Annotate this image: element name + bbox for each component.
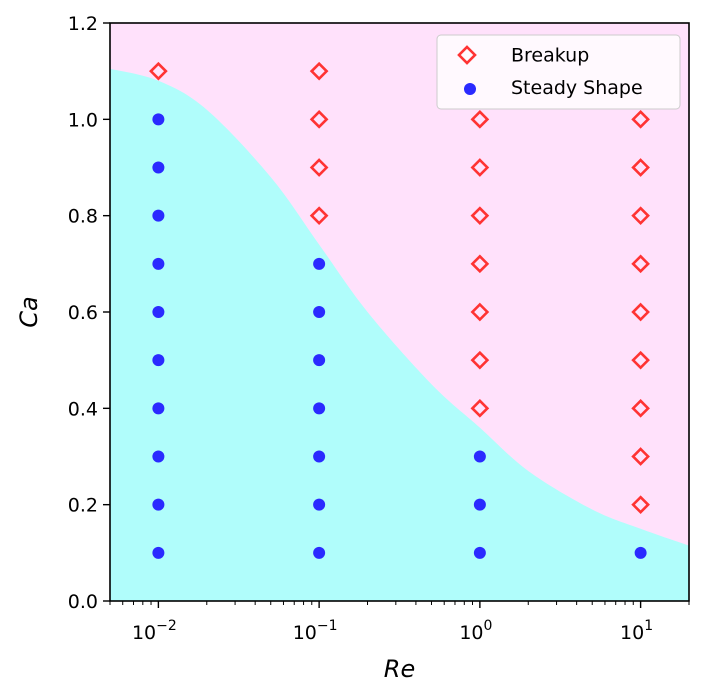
steady-shape-point — [152, 209, 165, 222]
y-tick-label: 0.2 — [68, 495, 98, 517]
breakup-point — [631, 109, 650, 129]
steady-shape-point — [152, 498, 165, 511]
data-points — [149, 61, 650, 559]
breakup-point — [470, 254, 490, 274]
steady-shape-point — [152, 161, 165, 174]
x-tick-label: 100 — [459, 618, 492, 644]
steady-shape-point — [313, 354, 326, 367]
breakup-point — [631, 447, 650, 466]
steady-shape-region — [110, 68, 689, 601]
steady-shape-point — [473, 546, 486, 559]
steady-shape-point — [152, 546, 165, 559]
breakup-point — [631, 206, 650, 226]
breakup-point — [470, 109, 490, 129]
breakup-point — [470, 350, 490, 370]
legend-breakup-marker — [457, 45, 477, 65]
legend-steady-label: Steady Shape — [511, 77, 643, 99]
steady-shape-point — [313, 498, 326, 511]
steady-shape-point — [634, 546, 647, 559]
steady-shape-point — [313, 402, 326, 415]
plot-frame — [109, 22, 690, 602]
steady-shape-point — [313, 257, 326, 270]
x-tick-label: 101 — [620, 618, 653, 644]
breakup-point — [631, 158, 650, 177]
y-tick-label: 0.4 — [68, 398, 98, 420]
legend: Breakup Steady Shape — [436, 34, 681, 110]
y-axis-label: Ca — [15, 296, 43, 327]
steady-shape-point — [313, 450, 326, 463]
steady-shape-point — [152, 113, 165, 126]
steady-shape-point — [313, 306, 326, 318]
breakup-point — [631, 302, 650, 322]
steady-shape-point — [152, 306, 165, 318]
breakup-point — [470, 158, 490, 177]
steady-shape-point — [473, 498, 486, 511]
y-tick-label: 1.2 — [68, 13, 98, 35]
plot-area — [110, 23, 689, 601]
x-tick-label: 10−1 — [293, 618, 338, 644]
breakup-point — [470, 398, 490, 418]
x-axis-label: Re — [384, 655, 415, 683]
y-tick-label: 1.0 — [68, 109, 98, 131]
legend-box — [436, 34, 681, 110]
steady-shape-point — [473, 450, 486, 463]
steady-shape-point — [313, 546, 326, 559]
breakup-point — [309, 158, 329, 177]
breakup-point — [470, 206, 490, 226]
breakup-point — [149, 61, 168, 81]
breakup-point — [309, 61, 329, 81]
y-tick-label: 0.6 — [68, 302, 98, 324]
x-tick-label: 10−2 — [132, 618, 177, 644]
breakup-point — [631, 350, 650, 370]
steady-shape-point — [152, 402, 165, 415]
breakup-point — [631, 254, 650, 274]
breakup-point — [309, 206, 329, 226]
axis-ticks: 0.0 0.2 0.4 0.6 0.8 1.0 1.2 10−2 10−1 100 101 — [68, 13, 690, 644]
breakup-point — [470, 302, 490, 322]
y-tick-label: 0.8 — [68, 206, 98, 228]
legend-breakup-label: Breakup — [511, 45, 589, 67]
legend-steady-marker — [464, 83, 476, 95]
steady-shape-point — [152, 450, 165, 463]
breakup-point — [309, 109, 329, 129]
breakup-point — [631, 398, 650, 418]
steady-shape-point — [152, 354, 165, 367]
steady-shape-point — [152, 257, 165, 270]
breakup-point — [631, 495, 650, 515]
y-tick-label: 0.0 — [68, 591, 98, 613]
